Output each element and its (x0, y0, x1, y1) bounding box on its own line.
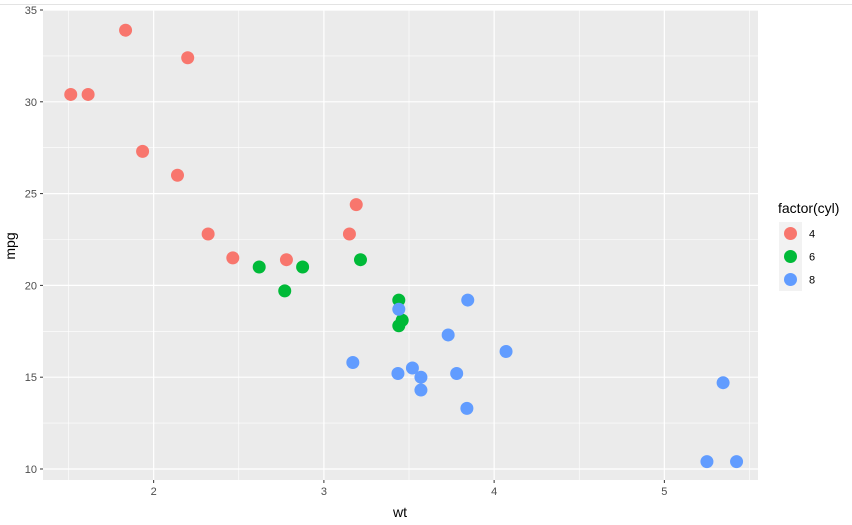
data-point-cyl-4 (136, 144, 150, 158)
data-point-cyl-6 (392, 293, 406, 307)
data-point-cyl-4 (226, 251, 240, 265)
data-point-cyl-8 (441, 328, 455, 342)
data-point-cyl-8 (450, 367, 464, 381)
minor-gridlines (43, 10, 758, 480)
x-tick-label: 3 (321, 486, 327, 498)
legend-label-6: 6 (809, 252, 815, 264)
data-point-cyl-6 (252, 260, 266, 274)
legend-key-4 (784, 227, 797, 240)
x-axis-tick-labels: 2 3 4 5 (151, 486, 668, 498)
data-point-cyl-6 (296, 260, 310, 274)
data-point-cyl-6 (353, 253, 367, 267)
x-axis-title: wt (392, 504, 407, 520)
x-tick-label: 4 (491, 486, 497, 498)
data-point-cyl-4 (170, 168, 184, 182)
data-point-cyl-4 (181, 51, 195, 65)
data-point-cyl-8 (391, 367, 405, 381)
plot-panel (43, 10, 758, 480)
data-point-cyl-8 (405, 361, 419, 375)
data-point-cyl-4 (119, 23, 133, 37)
y-axis-tick-labels: 10 15 20 25 30 35 (25, 5, 37, 476)
legend-key-8 (784, 273, 797, 286)
y-tick-label: 20 (25, 280, 37, 292)
data-point-cyl-8 (414, 383, 428, 397)
data-point-cyl-4 (342, 227, 356, 241)
y-tick-label: 25 (25, 189, 37, 201)
data-point-cyl-4 (279, 253, 293, 267)
data-point-cyl-8 (499, 344, 513, 358)
y-tick-label: 30 (25, 97, 37, 109)
data-point-cyl-8 (730, 455, 744, 469)
y-axis-title: mpg (2, 232, 18, 259)
data-point-cyl-8 (346, 356, 360, 369)
y-tick-label: 35 (25, 5, 37, 17)
x-tick-label: 2 (151, 486, 157, 498)
data-point-cyl-8 (460, 401, 474, 415)
legend-keys: 4 6 8 (779, 222, 815, 291)
data-point-cyl-8 (414, 370, 428, 384)
data-points (64, 23, 744, 469)
window-top-border (0, 0, 852, 5)
data-point-cyl-6 (395, 313, 409, 327)
data-point-cyl-8 (461, 293, 475, 307)
legend-label-8: 8 (809, 275, 815, 287)
axis-ticks (40, 9, 665, 483)
data-point-cyl-6 (278, 284, 292, 298)
data-point-cyl-4 (81, 87, 95, 101)
legend-title: factor(cyl) (778, 200, 839, 216)
legend: factor(cyl) 4 6 8 (778, 200, 839, 291)
y-tick-label: 10 (25, 464, 37, 476)
data-point-cyl-8 (392, 302, 406, 316)
data-point-cyl-8 (716, 376, 730, 390)
legend-label-4: 4 (809, 229, 815, 241)
major-gridlines (43, 9, 758, 480)
data-point-cyl-4 (64, 87, 78, 101)
legend-key-6 (784, 250, 797, 263)
data-point-cyl-4 (201, 227, 215, 241)
y-tick-label: 15 (25, 372, 37, 384)
data-point-cyl-4 (349, 198, 363, 212)
x-tick-label: 5 (661, 486, 667, 498)
data-point-cyl-8 (700, 455, 714, 469)
